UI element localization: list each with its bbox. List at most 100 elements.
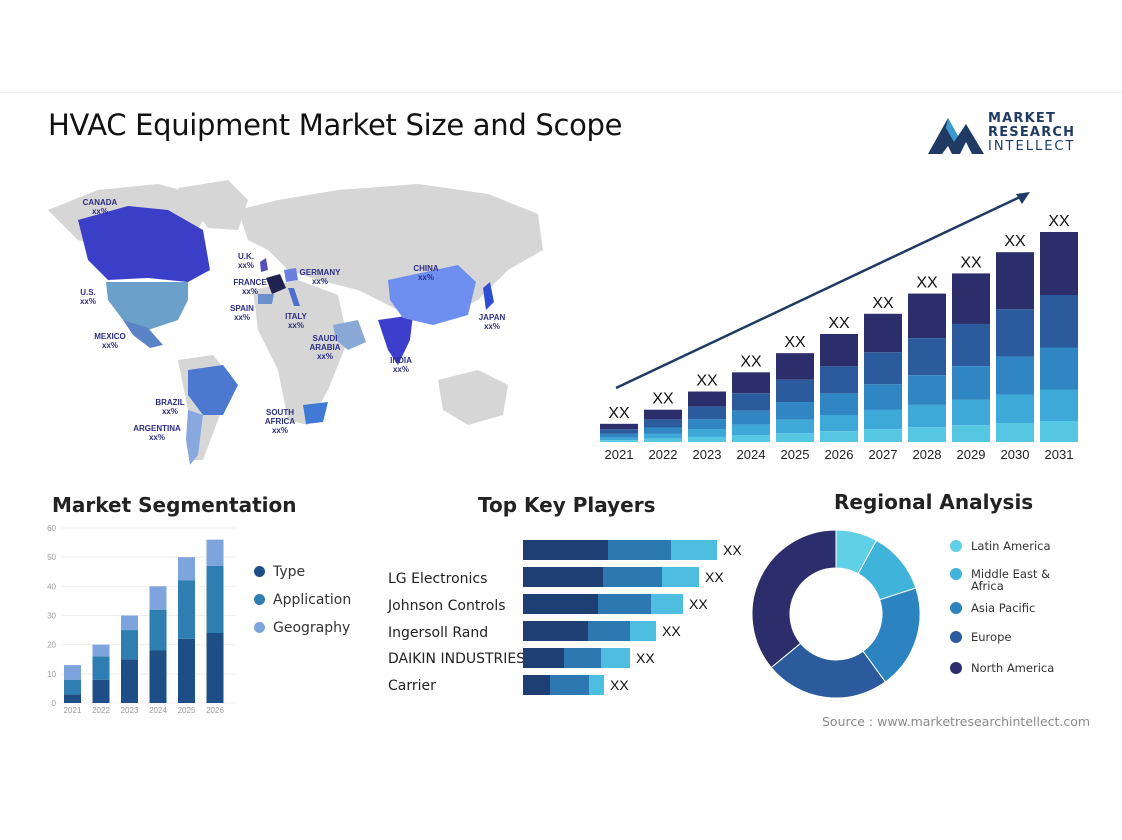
seg-bar-segment — [149, 609, 167, 651]
label-value: xx% — [311, 277, 328, 286]
segmentation-svg: 0 10 20 30 40 50 60 2021 2022 2023 2024 2025 2026 — [47, 524, 236, 715]
growth-data-label: XX — [652, 391, 674, 408]
label-name: SOUTH AFRICA — [264, 408, 296, 426]
legend-swatch — [254, 566, 265, 577]
players-title: Top Key Players — [478, 493, 656, 517]
growth-bar-segment — [952, 366, 990, 400]
player-data-label: XX — [662, 623, 681, 639]
seg-bar-segment — [121, 615, 138, 631]
seg-y-tick: 60 — [47, 524, 56, 533]
seg-bar-segment — [64, 665, 81, 680]
label-name: FRANCE — [233, 278, 267, 287]
seg-bar-segment — [92, 679, 110, 703]
growth-bar-segment — [776, 379, 814, 403]
label-name: ITALY — [285, 312, 307, 321]
growth-bar-segment — [688, 436, 726, 442]
growth-bar-segment — [1040, 347, 1078, 390]
legend-label: Middle East & Africa — [971, 567, 1051, 593]
growth-bar-segment — [600, 423, 638, 430]
players-svg: XX XX XX XX XX XX — [523, 540, 742, 695]
legend-label: Application — [273, 592, 352, 608]
regional-donut-chart — [750, 528, 922, 700]
logo-line-3: INTELLECT — [988, 139, 1076, 154]
growth-bar-segment — [644, 438, 682, 442]
label-name: CANADA — [82, 198, 118, 207]
growth-bar-segment — [600, 429, 638, 434]
growth-bar-segment — [644, 419, 682, 428]
label-name: U.K. — [238, 252, 254, 261]
growth-bar-segment — [952, 425, 990, 442]
map-canada — [78, 206, 210, 282]
player-data-label: XX — [723, 542, 742, 558]
player-bar-segment — [589, 675, 604, 695]
growth-year-tick: 2024 — [737, 447, 766, 462]
legend-swatch — [950, 540, 962, 552]
growth-bar-segment — [820, 333, 858, 367]
trend-arrow-head-icon — [1016, 192, 1030, 204]
player-bar-segment — [601, 648, 630, 668]
growth-data-label: XX — [828, 315, 850, 332]
legend-swatch — [254, 622, 265, 633]
label-name: INDIA — [390, 356, 412, 365]
player-bar-segment — [523, 567, 603, 587]
map-label-japan: JAPAN xx% — [476, 313, 508, 331]
player-data-label: XX — [610, 677, 629, 693]
growth-bar-segment — [908, 293, 946, 339]
seg-x-tick: 2024 — [149, 706, 167, 715]
growth-bar-segment — [908, 427, 946, 442]
growth-bar-segment — [996, 394, 1034, 424]
seg-x-tick: 2025 — [178, 706, 196, 715]
growth-data-label: XX — [740, 353, 762, 370]
player-bar-segment — [588, 621, 630, 641]
growth-year-tick: 2029 — [957, 447, 986, 462]
player-bar-segment — [564, 648, 601, 668]
regional-title: Regional Analysis — [834, 490, 1034, 514]
donut-slice — [751, 529, 837, 669]
growth-year-tick: 2022 — [649, 447, 678, 462]
map-uk — [260, 258, 268, 272]
growth-bar-segment — [952, 323, 990, 367]
player-data-label: XX — [705, 569, 724, 585]
legend-label: Type — [273, 564, 306, 580]
market-growth-chart: XX 2021 XX 2022 XX 2023 XX 2024 XX 2025 XX 2026 XX 20… — [592, 180, 1092, 475]
player-bar-segment — [603, 567, 662, 587]
page-title: HVAC Equipment Market Size and Scope — [48, 108, 623, 142]
map-south-africa — [303, 402, 328, 424]
growth-year-tick: 2021 — [605, 447, 634, 462]
legend-swatch — [950, 568, 962, 580]
growth-bar-segment — [644, 433, 682, 439]
legend-label: Europe — [971, 630, 1012, 644]
growth-data-label: XX — [1048, 213, 1070, 230]
growth-bar-segment — [820, 431, 858, 442]
regional-donut-svg — [751, 529, 921, 699]
player-bar-segment — [671, 540, 717, 560]
growth-data-label: XX — [696, 373, 718, 390]
growth-bar-segment — [908, 338, 946, 376]
growth-data-label: XX — [608, 405, 630, 422]
label-value: xx% — [233, 313, 250, 322]
growth-bar-segment — [644, 427, 682, 434]
growth-bar-segment — [600, 437, 638, 441]
map-brazil — [188, 365, 238, 415]
growth-bar-segment — [864, 429, 902, 442]
growth-year-tick: 2026 — [825, 447, 854, 462]
legend-swatch — [950, 602, 962, 614]
legend-label: Geography — [273, 620, 351, 636]
seg-bar-segment — [121, 659, 138, 703]
map-japan — [483, 282, 494, 310]
logo-mountain-icon — [928, 118, 984, 154]
map-label-us: U.S. xx% — [76, 288, 100, 306]
growth-bar-segment — [732, 410, 770, 425]
map-label-france: FRANCE xx% — [230, 278, 270, 296]
map-label-india: INDIA xx% — [384, 356, 418, 374]
seg-bar-segment — [149, 650, 167, 703]
growth-bar-segment — [1040, 389, 1078, 421]
player-data-label: XX — [636, 650, 655, 666]
growth-bar-segment — [820, 366, 858, 394]
growth-bar-segment — [864, 409, 902, 430]
seg-x-tick: 2023 — [121, 706, 139, 715]
map-label-south-africa: SOUTH AFRICA xx% — [260, 408, 300, 435]
growth-bar-segment — [864, 352, 902, 385]
seg-bar-segment — [64, 679, 81, 695]
growth-bar-segment — [776, 433, 814, 442]
